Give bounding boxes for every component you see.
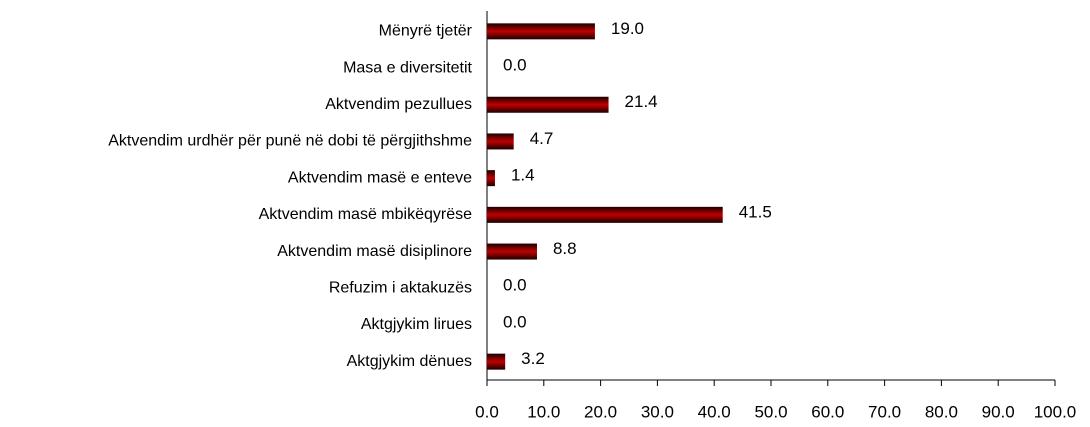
bar xyxy=(487,243,537,260)
bar xyxy=(487,206,723,223)
bar xyxy=(487,353,506,370)
y-tick-label: Aktgjykim dënues xyxy=(347,353,472,370)
bar xyxy=(487,96,609,113)
y-tick-label: Aktgjykim lirues xyxy=(361,316,472,333)
value-label: 0.0 xyxy=(503,276,527,295)
value-label: 41.5 xyxy=(739,202,772,221)
x-tick-label: 80.0 xyxy=(925,402,958,421)
bar xyxy=(487,133,514,150)
value-label: 1.4 xyxy=(511,166,535,185)
y-tick-label: Aktvendim urdhër për punë në dobi të për… xyxy=(108,133,472,150)
x-tick-label: 40.0 xyxy=(698,402,731,421)
x-tick-label: 50.0 xyxy=(754,402,787,421)
value-label: 21.4 xyxy=(625,92,658,111)
x-tick-label: 100.0 xyxy=(1034,402,1077,421)
bar xyxy=(487,23,595,40)
x-tick-label: 90.0 xyxy=(982,402,1015,421)
x-tick-label: 30.0 xyxy=(641,402,674,421)
value-label: 8.8 xyxy=(553,239,577,258)
y-tick-label: Aktvendim pezullues xyxy=(325,96,472,113)
x-tick-label: 70.0 xyxy=(868,402,901,421)
y-tick-label: Aktvendim masë mbikëqyrëse xyxy=(259,206,473,223)
y-tick-label: Mënyrë tjetër xyxy=(379,23,473,40)
x-tick-label: 60.0 xyxy=(811,402,844,421)
y-tick-label: Masa e diversitetit xyxy=(343,59,472,76)
y-tick-label: Aktvendim masë e enteve xyxy=(288,169,472,186)
value-label: 0.0 xyxy=(503,312,527,331)
value-label: 4.7 xyxy=(530,129,554,148)
y-tick-label: Refuzim i aktakuzës xyxy=(329,279,472,296)
x-tick-label: 20.0 xyxy=(584,402,617,421)
x-tick-label: 0.0 xyxy=(475,402,499,421)
value-label: 0.0 xyxy=(503,56,527,75)
x-tick-label: 10.0 xyxy=(527,402,560,421)
value-label: 3.2 xyxy=(521,349,545,368)
value-label: 19.0 xyxy=(611,19,644,38)
bar xyxy=(487,170,495,187)
y-tick-label: Aktvendim masë disiplinore xyxy=(277,243,472,260)
